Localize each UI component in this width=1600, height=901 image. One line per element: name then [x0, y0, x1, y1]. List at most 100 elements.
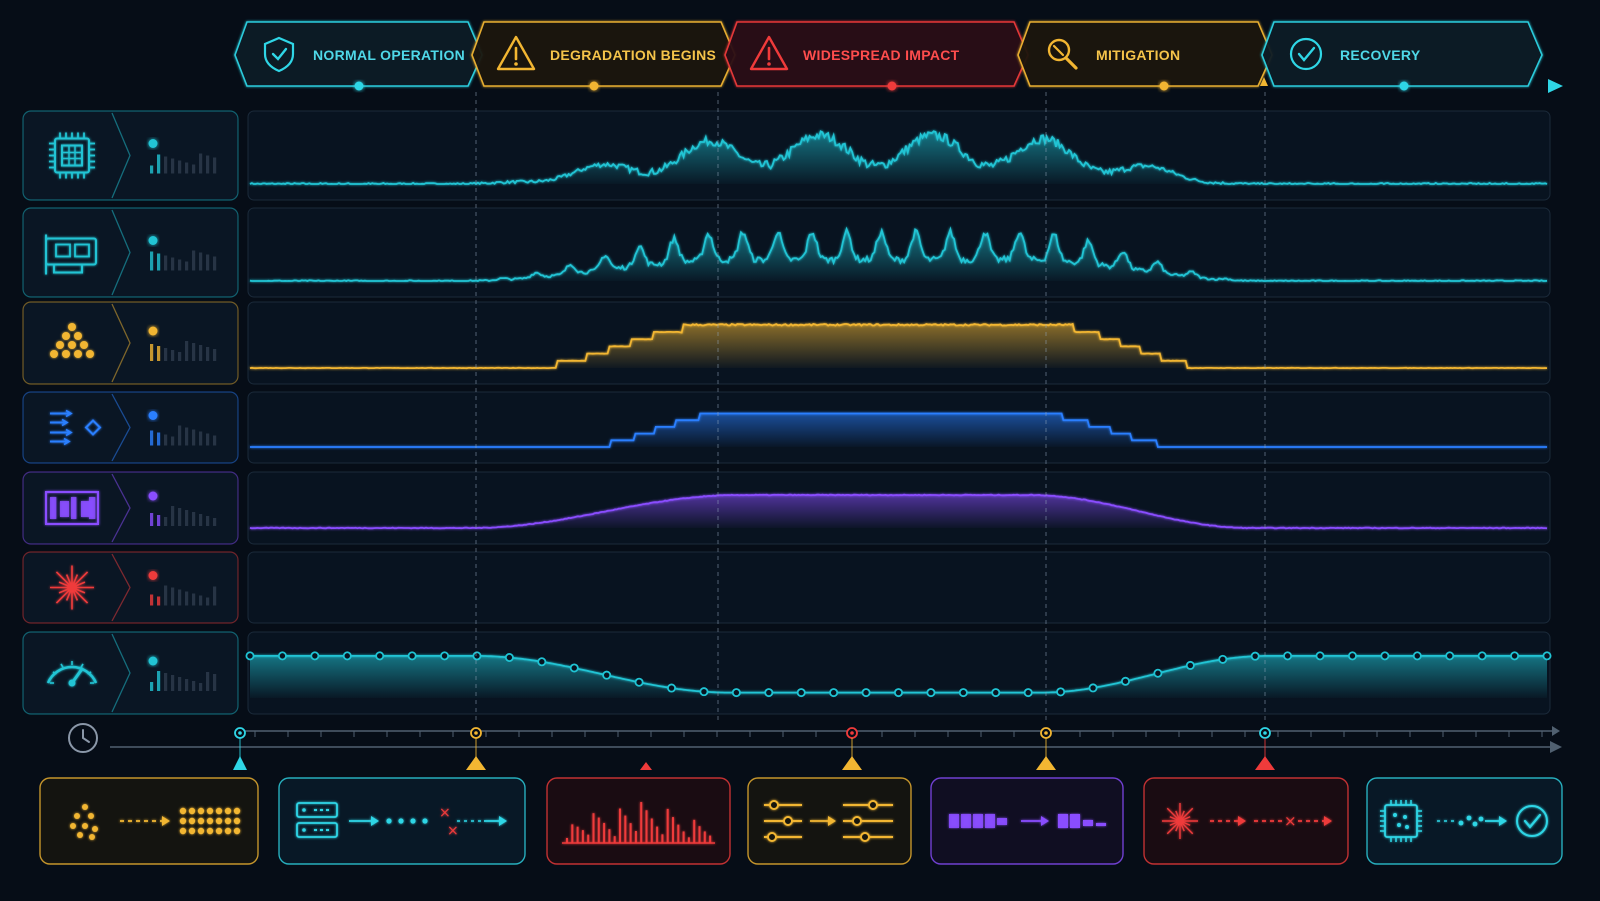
series-point	[829, 688, 839, 698]
status-dot	[148, 236, 158, 245]
series-point	[1088, 683, 1098, 693]
particles-grow-icon	[70, 804, 241, 840]
metric-panel	[22, 551, 239, 624]
series-point	[375, 651, 385, 661]
metric-plot	[247, 207, 1551, 298]
series-point	[1250, 651, 1260, 661]
error-burst-icon	[50, 565, 94, 610]
event-pointer	[842, 756, 862, 770]
series-point	[796, 688, 806, 698]
metric-row-2	[22, 207, 1551, 298]
phase-label: NORMAL OPERATION	[313, 47, 465, 63]
phase-1: NORMAL OPERATION	[234, 21, 483, 91]
series-point	[1023, 688, 1033, 698]
series-point	[731, 688, 741, 698]
series-point	[1542, 651, 1552, 661]
event-card-4	[747, 777, 912, 865]
mini-bar-gauge	[150, 425, 217, 446]
time-axis	[68, 723, 1562, 770]
search-wrench-icon	[1047, 38, 1078, 70]
event-card-2: ××	[278, 777, 526, 865]
series-point	[634, 677, 644, 687]
series-point	[245, 651, 255, 661]
network-card-icon	[45, 234, 97, 275]
series-point	[667, 683, 677, 693]
metric-plot	[247, 110, 1551, 201]
status-dot	[148, 411, 158, 420]
server-flow-icon: ××	[296, 802, 507, 839]
status-dot	[148, 491, 158, 501]
clock-icon	[68, 723, 98, 753]
event-pointer	[466, 756, 486, 770]
series-point	[1153, 668, 1163, 678]
series-area	[250, 413, 1547, 447]
metric-row-5	[22, 471, 1551, 545]
series-point	[926, 688, 936, 698]
phase-3: WIDESPREAD IMPACT	[724, 21, 1029, 91]
metric-row-3	[22, 301, 1551, 385]
event-card-1	[39, 777, 259, 865]
status-dot	[148, 571, 158, 580]
series-point	[1120, 676, 1130, 686]
series-point	[277, 651, 287, 661]
shield-check-icon	[263, 36, 295, 73]
series-point	[894, 688, 904, 698]
metric-row-6	[22, 551, 1551, 624]
mini-bar-gauge	[150, 250, 217, 271]
series-line	[250, 412, 1547, 448]
metric-panel	[22, 207, 239, 298]
series-point	[1380, 651, 1390, 661]
cpu-chip-icon	[49, 132, 95, 179]
series-point	[699, 687, 709, 697]
mini-bar-gauge	[150, 506, 217, 526]
series-point	[1283, 651, 1293, 661]
phase-label: MITIGATION	[1096, 47, 1180, 63]
metric-row-1	[22, 110, 1551, 201]
phase-boundaries	[475, 92, 1266, 720]
phase-banner: NORMAL OPERATION DEGRADATION BEGINS WIDESP…	[234, 21, 1543, 91]
event-card-5	[930, 777, 1124, 865]
series-point	[958, 688, 968, 698]
series-line	[249, 322, 1548, 370]
metric-panel	[22, 471, 239, 545]
metric-plot	[247, 551, 1551, 624]
boundary-marker	[1260, 77, 1268, 86]
series-point	[1056, 687, 1066, 697]
series-point	[342, 651, 352, 661]
series-point	[1445, 651, 1455, 661]
series-point	[1347, 651, 1357, 661]
memory-blocks-icon	[45, 491, 99, 525]
metric-plot	[245, 631, 1552, 715]
status-dot	[148, 656, 158, 666]
phase-label: RECOVERY	[1340, 47, 1421, 63]
sliders-adjust-icon	[764, 800, 893, 842]
series-point	[1510, 651, 1520, 661]
queue-flow-icon	[50, 409, 102, 446]
series-point	[1315, 651, 1325, 661]
warning-triangle-icon	[749, 35, 789, 71]
series-point	[1477, 651, 1487, 661]
series-point	[1412, 651, 1422, 661]
series-area	[250, 494, 1547, 529]
event-pointer	[233, 756, 247, 770]
metric-panel	[22, 301, 239, 385]
svg-text:×: ×	[447, 823, 459, 839]
metric-row-4	[22, 391, 1551, 464]
speedometer-icon	[46, 661, 98, 687]
chip-check-icon	[1380, 800, 1548, 842]
series-point	[310, 651, 320, 661]
metric-plot	[247, 471, 1551, 545]
status-dot	[148, 139, 158, 148]
series-area	[250, 655, 1547, 698]
phase-label: WIDESPREAD IMPACT	[803, 47, 960, 63]
series-line	[249, 493, 1548, 530]
blocks-shrink-icon	[949, 814, 1106, 828]
series-point	[569, 663, 579, 673]
check-circle-icon	[1289, 37, 1323, 71]
mini-bar-gauge	[150, 585, 217, 606]
series-area	[250, 229, 1547, 281]
mini-bar-gauge	[150, 671, 217, 691]
event-cards: ×××	[39, 777, 1563, 865]
metric-plot	[247, 301, 1551, 385]
